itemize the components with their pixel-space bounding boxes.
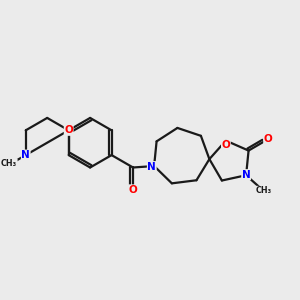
Text: N: N [242, 170, 250, 180]
Text: O: O [64, 125, 73, 135]
Text: N: N [147, 162, 156, 172]
Text: O: O [264, 134, 272, 144]
Text: CH₃: CH₃ [1, 159, 17, 168]
Text: N: N [21, 150, 30, 160]
Text: O: O [129, 185, 137, 195]
Text: CH₃: CH₃ [255, 186, 272, 195]
Text: O: O [221, 140, 230, 150]
